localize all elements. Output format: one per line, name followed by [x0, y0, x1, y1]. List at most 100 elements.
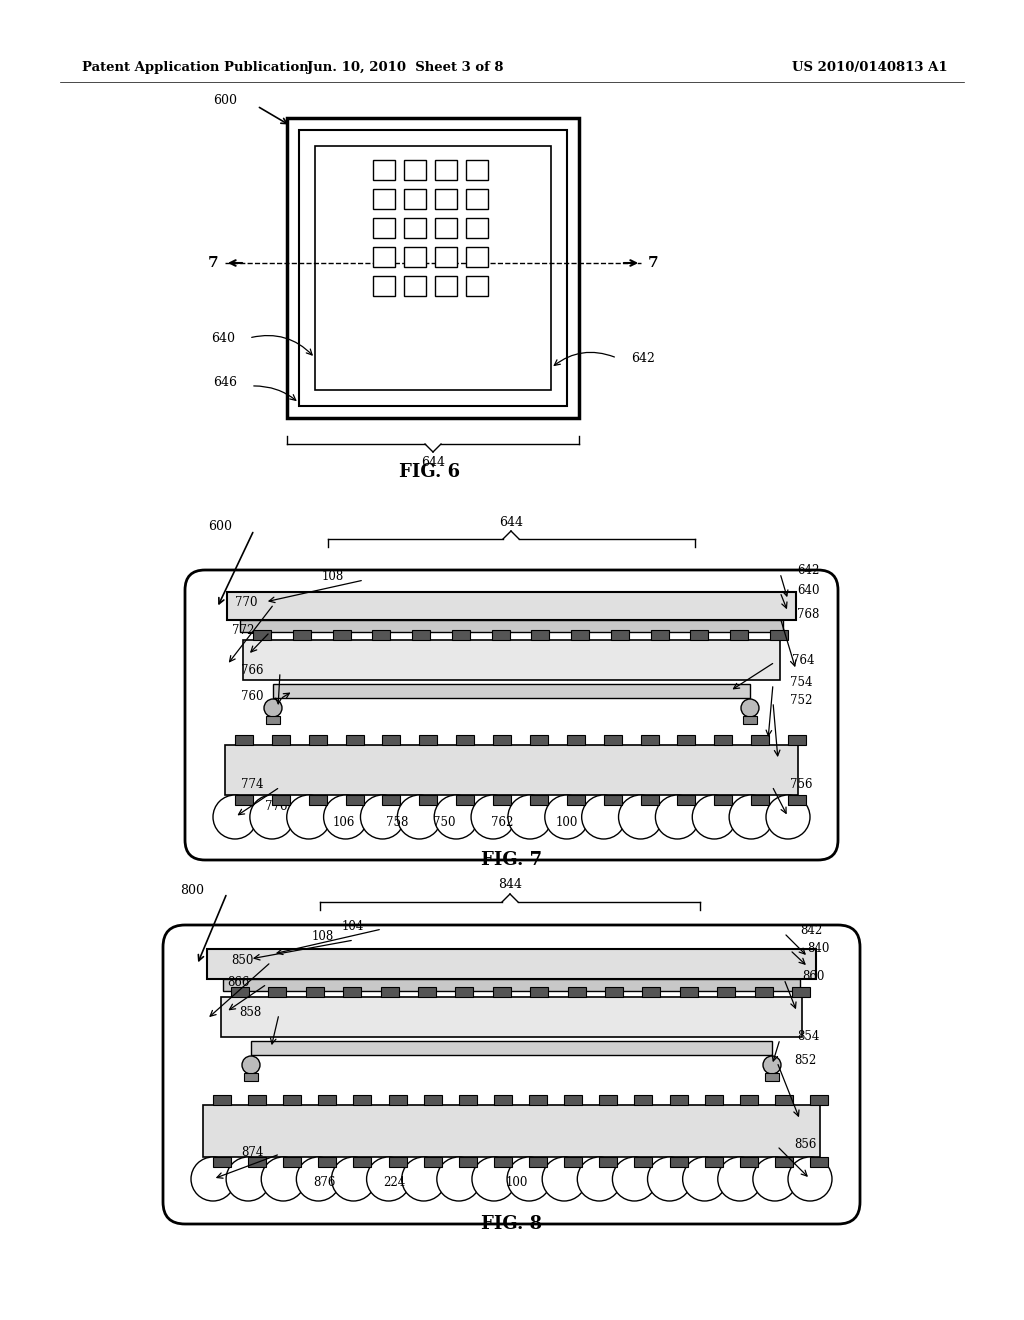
Bar [240, 620, 783, 632]
Bar [530, 795, 548, 805]
Bar [466, 160, 488, 180]
Bar [670, 1096, 687, 1105]
Circle shape [242, 1056, 260, 1074]
Bar [494, 735, 511, 744]
Bar [248, 1158, 266, 1167]
Text: 7: 7 [648, 256, 658, 271]
Bar [457, 735, 474, 744]
Bar [765, 1073, 779, 1081]
Circle shape [261, 1158, 305, 1201]
Circle shape [264, 700, 282, 717]
Text: 754: 754 [790, 676, 812, 689]
Bar [412, 630, 430, 640]
Bar [383, 735, 400, 744]
Text: Jun. 10, 2010  Sheet 3 of 8: Jun. 10, 2010 Sheet 3 of 8 [307, 62, 503, 74]
Text: 750: 750 [433, 816, 456, 829]
Circle shape [692, 795, 736, 840]
Bar [207, 949, 816, 979]
Bar [459, 1096, 477, 1105]
Circle shape [788, 1158, 831, 1201]
Bar [273, 684, 750, 698]
Bar [213, 1096, 231, 1105]
Bar [373, 189, 395, 209]
Bar [284, 1158, 301, 1167]
Text: 866: 866 [227, 975, 250, 989]
Bar [234, 795, 253, 805]
Text: Patent Application Publication: Patent Application Publication [82, 62, 309, 74]
Bar [459, 1158, 477, 1167]
Bar [251, 1041, 772, 1055]
Bar [494, 1158, 512, 1167]
Text: 768: 768 [797, 607, 819, 620]
Bar [435, 189, 457, 209]
Circle shape [729, 795, 773, 840]
Text: 758: 758 [386, 816, 409, 829]
Bar [404, 160, 426, 180]
Bar [343, 987, 361, 997]
Text: 876: 876 [312, 1176, 335, 1188]
Text: 100: 100 [556, 816, 579, 829]
Bar [271, 795, 290, 805]
Bar [599, 1158, 617, 1167]
Bar [388, 1096, 407, 1105]
Circle shape [437, 1158, 481, 1201]
Bar [318, 1158, 336, 1167]
Bar [678, 795, 695, 805]
Bar [529, 1096, 547, 1105]
Circle shape [655, 795, 699, 840]
Circle shape [360, 795, 404, 840]
Bar [680, 987, 697, 997]
Circle shape [508, 795, 552, 840]
Bar [641, 795, 658, 805]
Text: 640: 640 [211, 331, 234, 345]
Bar [318, 1096, 336, 1105]
Bar [611, 630, 629, 640]
Text: 100: 100 [506, 1176, 528, 1188]
Bar [567, 987, 586, 997]
Bar [493, 987, 511, 997]
Bar [775, 1158, 793, 1167]
Text: 776: 776 [264, 800, 287, 813]
Bar [690, 630, 709, 640]
Bar [346, 735, 364, 744]
Bar [435, 218, 457, 238]
Circle shape [647, 1158, 691, 1201]
Circle shape [434, 795, 478, 840]
Bar [492, 630, 510, 640]
Circle shape [545, 795, 589, 840]
Text: 800: 800 [180, 883, 204, 896]
Bar [418, 987, 436, 997]
Bar [213, 1158, 231, 1167]
Bar [243, 640, 780, 680]
Bar [266, 715, 280, 723]
Text: 760: 760 [242, 690, 264, 704]
Bar [308, 795, 327, 805]
Bar [373, 160, 395, 180]
Bar [641, 735, 658, 744]
Circle shape [507, 1158, 551, 1201]
Bar [353, 1096, 372, 1105]
Text: 600: 600 [208, 520, 232, 533]
Bar [705, 1158, 723, 1167]
Circle shape [397, 795, 441, 840]
Circle shape [471, 795, 515, 840]
Bar [730, 630, 749, 640]
Bar [234, 735, 253, 744]
Bar [635, 1158, 652, 1167]
Text: 840: 840 [807, 941, 829, 954]
Bar [466, 247, 488, 267]
Bar [253, 630, 271, 640]
Bar [530, 735, 548, 744]
Bar [530, 987, 548, 997]
Bar [353, 1158, 372, 1167]
Text: 874: 874 [242, 1146, 264, 1159]
Circle shape [287, 795, 331, 840]
Bar [457, 795, 474, 805]
Text: 642: 642 [797, 564, 819, 577]
Text: FIG. 7: FIG. 7 [481, 851, 543, 869]
Text: 852: 852 [794, 1053, 816, 1067]
Bar [775, 1096, 793, 1105]
Circle shape [324, 795, 368, 840]
Circle shape [753, 1158, 797, 1201]
Circle shape [741, 700, 759, 717]
